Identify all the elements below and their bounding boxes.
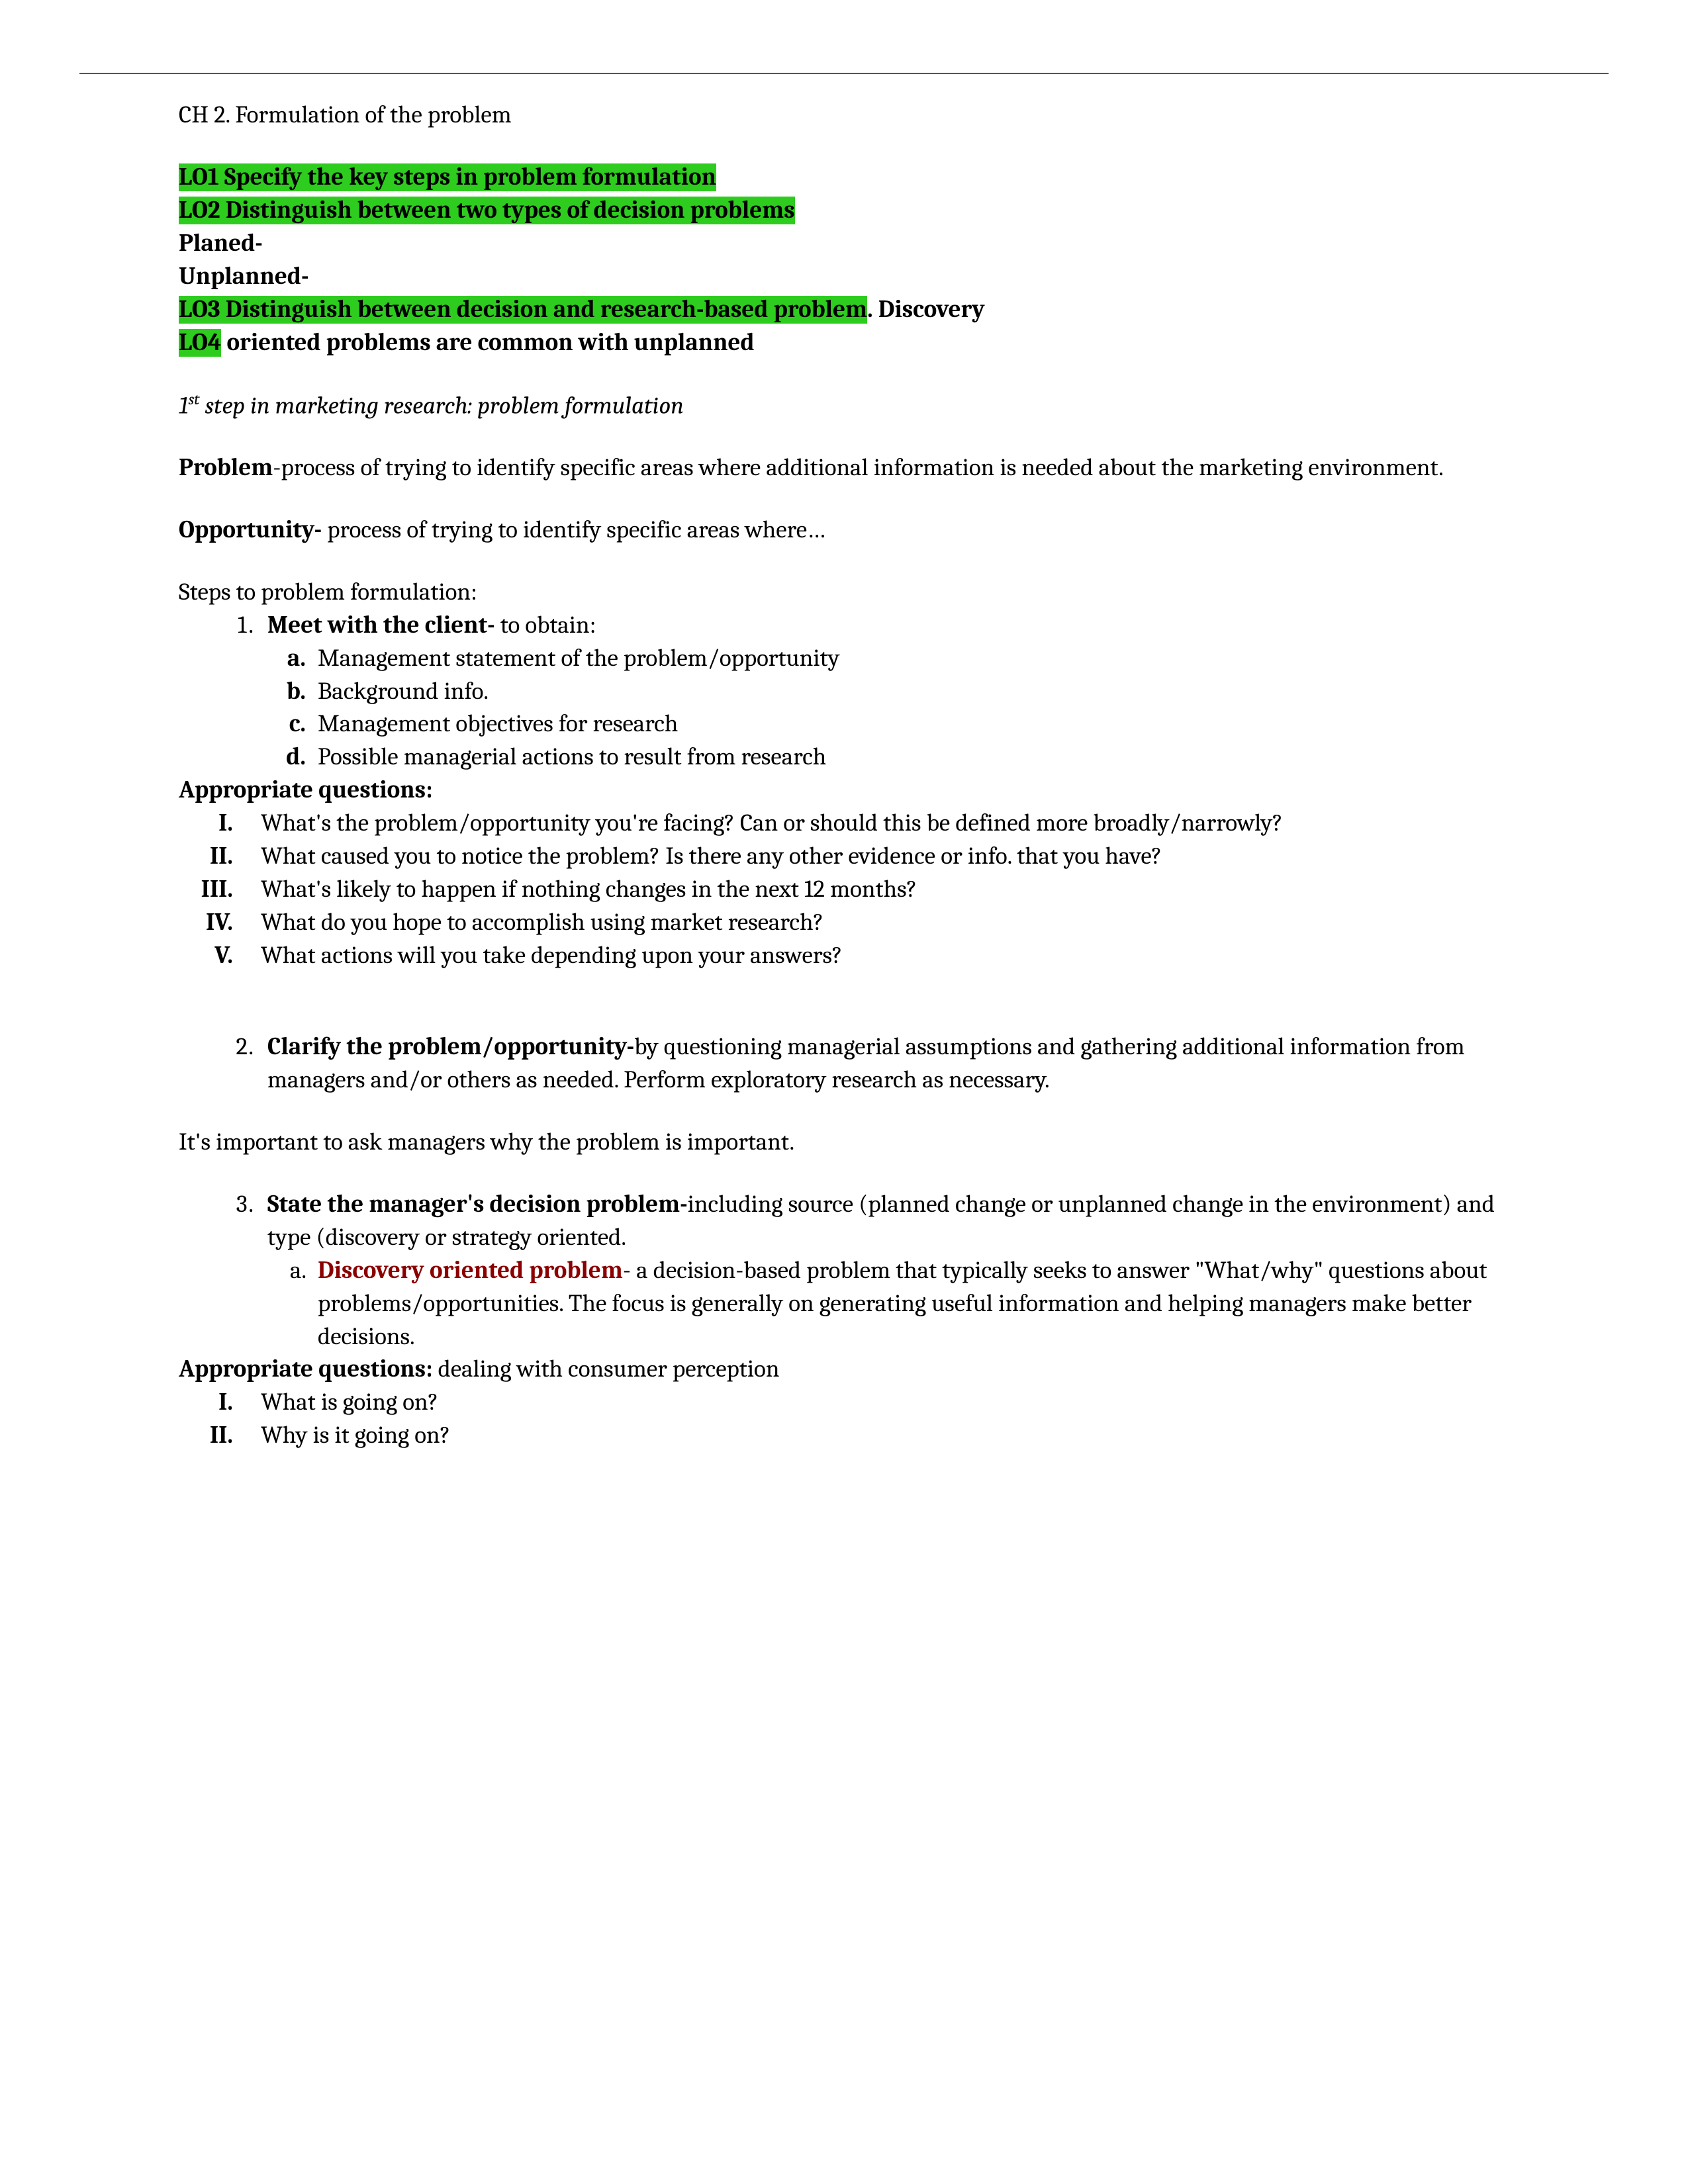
step-1: Meet with the client- to obtain: xyxy=(258,610,1509,643)
appq1-iv: What do you hope to accomplish using mar… xyxy=(238,907,1509,940)
appq1-iii: What's likely to happen if nothing chang… xyxy=(238,874,1509,907)
appropriate-questions-list-1: What's the problem/opportunity you're fa… xyxy=(179,807,1509,973)
opportunity-text: process of trying to identify specific a… xyxy=(322,516,825,544)
appq1-v-text: What actions will you take depending upo… xyxy=(261,942,843,970)
step-1-bold: Meet with the client- xyxy=(267,612,495,639)
step-2: Clarify the problem/opportunity-by quest… xyxy=(258,1031,1509,1097)
step-1-subitems: Management statement of the problem/oppo… xyxy=(179,643,1509,775)
step-3-bold: State the manager's decision problem- xyxy=(267,1191,688,1218)
steps-list: Meet with the client- to obtain: xyxy=(179,610,1509,643)
lo3-tail: . Discovery xyxy=(867,296,985,324)
step-2-bold: Clarify the problem/opportunity- xyxy=(267,1033,634,1061)
lo-unplanned: Unplanned- xyxy=(179,263,308,291)
appq2-i-text: What is going on? xyxy=(261,1388,438,1416)
first-step-line: 1st step in marketing research: problem … xyxy=(179,389,1509,423)
appq1-iii-text: What's likely to happen if nothing chang… xyxy=(261,876,917,903)
steps-intro: Steps to problem formulation: xyxy=(179,576,1509,610)
appq2-heading-rest: dealing with consumer perception xyxy=(432,1355,779,1383)
appropriate-questions-heading-2: Appropriate questions: dealing with cons… xyxy=(179,1353,1509,1387)
step-1b-text: Background info. xyxy=(318,678,489,705)
appropriate-questions-heading-1: Appropriate questions: xyxy=(179,774,1509,807)
chapter-title: CH 2. Formulation of the problem xyxy=(179,99,1509,132)
document-page: CH 2. Formulation of the problem LO1 Spe… xyxy=(0,0,1688,2184)
appq2-i: What is going on? xyxy=(238,1387,1509,1420)
step-1-rest: to obtain: xyxy=(495,612,596,639)
first-step-rest: step in marketing research: problem form… xyxy=(199,392,683,420)
problem-text: -process of trying to identify specific … xyxy=(273,454,1444,482)
step-1b: Background info. xyxy=(311,676,1509,709)
steps-list-continued-3: State the manager's decision problem-inc… xyxy=(179,1189,1509,1255)
lo3-highlight: LO3 Distinguish between decision and res… xyxy=(179,296,867,324)
appq1-i-text: What's the problem/opportunity you're fa… xyxy=(261,809,1283,837)
discovery-oriented-label: Discovery oriented problem xyxy=(318,1257,623,1285)
important-line: It's important to ask managers why the p… xyxy=(179,1126,1509,1160)
appq1-i: What's the problem/opportunity you're fa… xyxy=(238,807,1509,841)
lo-planed: Planed- xyxy=(179,230,263,257)
step-3: State the manager's decision problem-inc… xyxy=(258,1189,1509,1255)
opportunity-label: Opportunity- xyxy=(179,516,322,544)
step-1d: Possible managerial actions to result fr… xyxy=(311,741,1509,774)
first-step-pre: 1 xyxy=(179,392,189,420)
appq1-v: What actions will you take depending upo… xyxy=(238,940,1509,973)
appq1-ii: What caused you to notice the problem? I… xyxy=(238,841,1509,874)
appq2-ii: Why is it going on? xyxy=(238,1420,1509,1453)
appq1-ii-text: What caused you to notice the problem? I… xyxy=(261,842,1162,870)
opportunity-definition: Opportunity- process of trying to identi… xyxy=(179,514,1509,547)
appq2-ii-text: Why is it going on? xyxy=(261,1422,450,1449)
appropriate-questions-list-2: What is going on? Why is it going on? xyxy=(179,1387,1509,1453)
first-step-sup: st xyxy=(189,390,200,409)
step-1c: Management objectives for research xyxy=(311,708,1509,741)
problem-definition: Problem-process of trying to identify sp… xyxy=(179,452,1509,485)
lo4-tail: oriented problems are common with unplan… xyxy=(221,329,754,357)
step-1c-text: Management objectives for research xyxy=(318,710,678,738)
problem-label: Problem xyxy=(179,454,273,482)
step-3-subitems: Discovery oriented problem- a decision-b… xyxy=(179,1255,1509,1354)
header-rule xyxy=(79,73,1609,74)
steps-list-continued-2: Clarify the problem/opportunity-by quest… xyxy=(179,1031,1509,1097)
lo2: LO2 Distinguish between two types of dec… xyxy=(179,197,795,224)
appq2-heading-bold: Appropriate questions: xyxy=(179,1355,432,1383)
appq1-iv-text: What do you hope to accomplish using mar… xyxy=(261,909,823,936)
step-3a: Discovery oriented problem- a decision-b… xyxy=(311,1255,1509,1354)
step-1a-text: Management statement of the problem/oppo… xyxy=(318,645,840,672)
lo1: LO1 Specify the key steps in problem for… xyxy=(179,163,716,191)
step-1d-text: Possible managerial actions to result fr… xyxy=(318,743,826,771)
step-1a: Management statement of the problem/oppo… xyxy=(311,643,1509,676)
learning-objectives: LO1 Specify the key steps in problem for… xyxy=(179,161,1509,360)
lo4-highlight: LO4 xyxy=(179,329,221,357)
